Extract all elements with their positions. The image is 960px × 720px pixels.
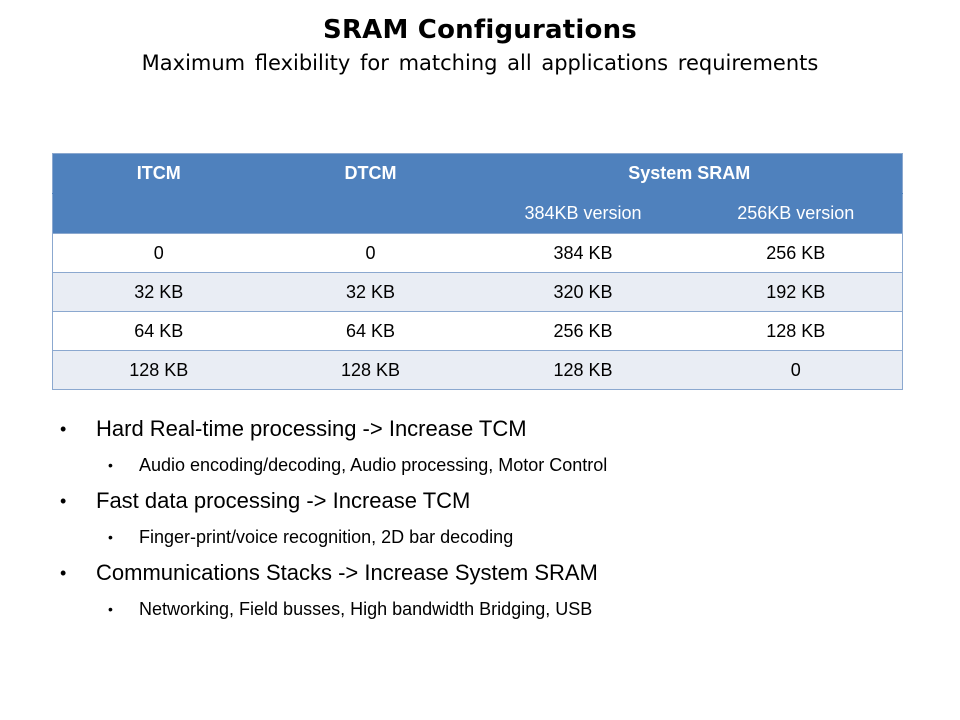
cell-sram-256: 256 KB (689, 233, 903, 273)
cell-sram-256: 128 KB (689, 311, 903, 351)
header-dtcm: DTCM (344, 163, 397, 183)
cell-itcm: 64 KB (52, 311, 265, 351)
bullet-dot-icon: • (108, 601, 113, 617)
sub-bullet-item: • Audio encoding/decoding, Audio process… (60, 448, 920, 484)
slide-title: SRAM Configurations (323, 15, 637, 45)
bullet-item: • Communications Stacks -> Increase Syst… (60, 556, 920, 592)
bullet-dot-icon: • (60, 563, 67, 583)
sub-bullet-text: Audio encoding/decoding, Audio processin… (139, 455, 608, 475)
cell-sram-256: 192 KB (689, 272, 903, 312)
cell-sram-256: 0 (689, 350, 903, 390)
cell-dtcm: 32 KB (264, 272, 477, 312)
sram-config-table: ITCM DTCM System SRAM 384KB version 256K… (52, 153, 904, 390)
bullet-dot-icon: • (60, 419, 67, 439)
bullet-item: • Hard Real-time processing -> Increase … (60, 412, 920, 448)
cell-sram-384: 384 KB (476, 233, 690, 273)
bullet-dot-icon: • (108, 529, 113, 545)
bullet-text: Fast data processing -> Increase TCM (96, 488, 471, 513)
bullet-text: Communications Stacks -> Increase System… (96, 560, 598, 585)
sub-bullet-text: Finger-print/voice recognition, 2D bar d… (139, 527, 514, 547)
table-row: 128 KB 128 KB 128 KB 0 (52, 350, 903, 390)
cell-itcm: 32 KB (52, 272, 265, 312)
cell-itcm: 128 KB (52, 350, 265, 390)
cell-sram-384: 128 KB (476, 350, 690, 390)
sub-bullet-item: • Finger-print/voice recognition, 2D bar… (60, 520, 920, 556)
table-row: 64 KB 64 KB 256 KB 128 KB (52, 311, 903, 351)
bullet-dot-icon: • (108, 457, 113, 473)
sub-bullet-item: • Networking, Field busses, High bandwid… (60, 592, 920, 628)
table-row: 0 0 384 KB 256 KB (52, 233, 903, 273)
subheader-dtcm (264, 193, 477, 234)
table-subheader-row: 384KB version 256KB version (52, 193, 903, 234)
bullet-dot-icon: • (60, 491, 67, 511)
table-row: 32 KB 32 KB 320 KB 192 KB (52, 272, 903, 312)
subheader-384kb-version: 384KB version (476, 193, 690, 234)
header-system-sram: System SRAM (628, 163, 751, 183)
slide-subtitle: Maximum flexibility for matching all app… (141, 51, 819, 75)
cell-sram-384: 320 KB (476, 272, 690, 312)
cell-itcm: 0 (52, 233, 265, 273)
cell-dtcm: 64 KB (264, 311, 477, 351)
sub-bullet-text: Networking, Field busses, High bandwidth… (139, 599, 593, 619)
bullet-list: • Hard Real-time processing -> Increase … (60, 412, 920, 628)
table-header-row: ITCM DTCM System SRAM (52, 153, 903, 194)
bullet-text: Hard Real-time processing -> Increase TC… (96, 416, 527, 441)
subheader-itcm (52, 193, 265, 234)
subheader-256kb-version: 256KB version (689, 193, 903, 234)
cell-sram-384: 256 KB (476, 311, 690, 351)
header-itcm: ITCM (136, 163, 181, 183)
bullet-item: • Fast data processing -> Increase TCM (60, 484, 920, 520)
cell-dtcm: 128 KB (264, 350, 477, 390)
cell-dtcm: 0 (264, 233, 477, 273)
